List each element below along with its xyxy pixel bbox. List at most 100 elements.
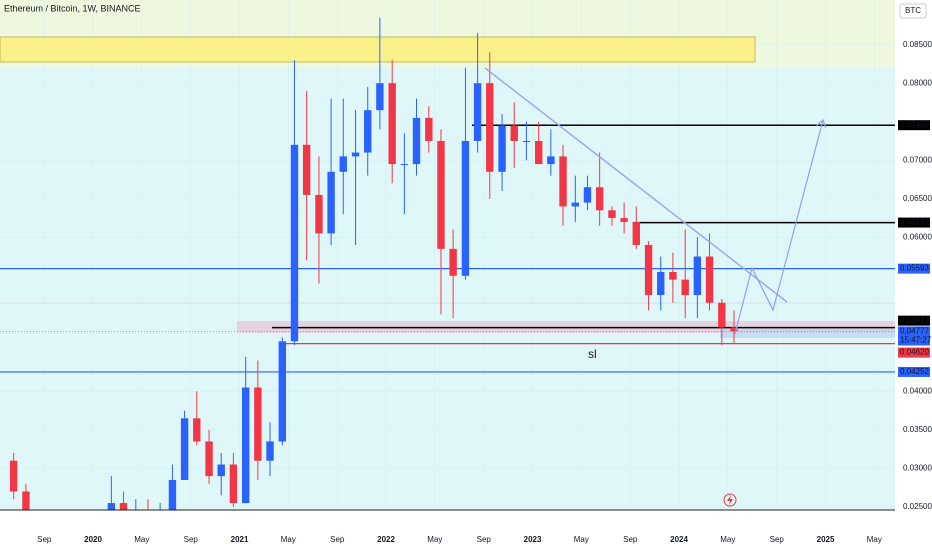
countdown: 15:47:27 bbox=[900, 336, 932, 345]
candle-body bbox=[608, 210, 616, 219]
y-tick-label: 0.06500 bbox=[903, 194, 932, 203]
price-tag-label: 0.04620 bbox=[900, 348, 929, 357]
x-tick-label: 2024 bbox=[670, 535, 688, 544]
candle-body bbox=[376, 83, 384, 111]
x-tick-label: Sep bbox=[623, 535, 638, 544]
x-tick-label: Sep bbox=[184, 535, 199, 544]
target-zone bbox=[720, 329, 895, 338]
candle-body bbox=[669, 271, 677, 280]
candle-body bbox=[657, 271, 665, 296]
price-tag bbox=[898, 120, 930, 131]
y-tick-label: 0.04000 bbox=[903, 386, 932, 395]
price-tag-label: 0.04827 bbox=[900, 316, 929, 325]
y-tick-label: 0.03000 bbox=[903, 464, 932, 473]
price-tag-label: 0.07455 bbox=[900, 120, 929, 129]
x-tick-label: Sep bbox=[477, 535, 492, 544]
price-tag-label: 0.04777 bbox=[900, 327, 929, 336]
time-axis bbox=[0, 510, 895, 550]
candle-body bbox=[473, 83, 482, 141]
candle-body bbox=[730, 327, 738, 332]
candle-body bbox=[681, 279, 689, 296]
y-tick-label: 0.08500 bbox=[903, 40, 932, 49]
x-tick-label: 2020 bbox=[84, 535, 102, 544]
candle-body bbox=[180, 418, 189, 480]
x-tick-label: Sep bbox=[330, 535, 345, 544]
x-tick-label: Sep bbox=[37, 535, 52, 544]
annotation: sl bbox=[588, 347, 597, 361]
candle-body bbox=[168, 479, 177, 510]
candle-body bbox=[388, 83, 396, 165]
x-tick-label: May bbox=[134, 535, 149, 544]
grid bbox=[0, 0, 895, 510]
candle-body bbox=[632, 221, 640, 245]
candle-body bbox=[119, 503, 128, 510]
price-tag bbox=[898, 326, 930, 346]
chart-title: Ethereum / Bitcoin, 1W, BINANCE bbox=[4, 3, 141, 13]
x-tick-label: May bbox=[574, 535, 589, 544]
candle-body bbox=[547, 156, 555, 165]
candle-body bbox=[644, 244, 653, 296]
x-tick-label: Sep bbox=[770, 535, 785, 544]
highlight-box bbox=[0, 36, 756, 63]
price-tag bbox=[898, 315, 930, 326]
candle-body bbox=[693, 256, 702, 296]
x-tick-label: May bbox=[867, 535, 882, 544]
y-tick-label: 0.03500 bbox=[903, 425, 932, 434]
candle-body bbox=[522, 140, 531, 142]
projection bbox=[734, 120, 823, 335]
candle-body bbox=[327, 171, 335, 234]
candle-body bbox=[425, 117, 433, 141]
candle-body bbox=[510, 125, 518, 141]
y-tick-label: 0.02500 bbox=[903, 502, 932, 511]
price-tag-label: 0.04252 bbox=[900, 367, 929, 376]
x-tick-label: 2023 bbox=[524, 535, 542, 544]
y-tick-label: 0.08000 bbox=[903, 78, 932, 87]
candle-body bbox=[205, 441, 213, 477]
candle-body bbox=[351, 152, 360, 157]
event-bolt bbox=[727, 495, 733, 505]
candle-body bbox=[229, 464, 238, 504]
candle-body bbox=[22, 491, 30, 510]
candle-body bbox=[290, 144, 299, 342]
candle-body bbox=[278, 341, 287, 442]
candle-body bbox=[559, 156, 567, 207]
candle-body bbox=[535, 140, 543, 165]
candle-body bbox=[364, 110, 372, 153]
y-tick-label: 0.06000 bbox=[903, 232, 932, 241]
candle-body bbox=[193, 418, 201, 442]
candle-body bbox=[461, 140, 470, 276]
candle-body bbox=[583, 187, 592, 203]
candles bbox=[9, 17, 738, 510]
x-tick-label: 2022 bbox=[377, 535, 395, 544]
candle-body bbox=[595, 187, 604, 211]
price-tag-label: 0.06191 bbox=[900, 218, 929, 227]
candle-body bbox=[254, 387, 262, 461]
price-tag bbox=[898, 263, 930, 274]
candle-body bbox=[9, 460, 18, 492]
price-axis bbox=[895, 0, 932, 550]
currency: BTC bbox=[905, 6, 921, 15]
candle-body bbox=[498, 125, 506, 172]
x-tick-label: May bbox=[281, 535, 296, 544]
x-tick-label: 2021 bbox=[231, 535, 249, 544]
y-tick-label: 0.07000 bbox=[903, 155, 932, 164]
price-tag bbox=[898, 347, 930, 358]
candle-body bbox=[217, 464, 225, 477]
candle-body bbox=[266, 441, 274, 461]
candle-body bbox=[302, 144, 311, 195]
candle-body bbox=[449, 248, 457, 276]
candle-body bbox=[437, 140, 445, 249]
trendline bbox=[484, 67, 788, 303]
price-tag-label: 0.05593 bbox=[900, 264, 929, 273]
price-tag bbox=[898, 217, 930, 228]
price-tag bbox=[898, 366, 930, 377]
x-tick-label: 2025 bbox=[817, 535, 835, 544]
candle-body bbox=[339, 156, 347, 172]
candle-body bbox=[620, 218, 628, 222]
candle-body bbox=[571, 202, 580, 207]
candle-body bbox=[315, 194, 323, 234]
candle-body bbox=[241, 387, 250, 504]
event-icon[interactable] bbox=[723, 493, 737, 507]
candle-body bbox=[412, 117, 421, 165]
